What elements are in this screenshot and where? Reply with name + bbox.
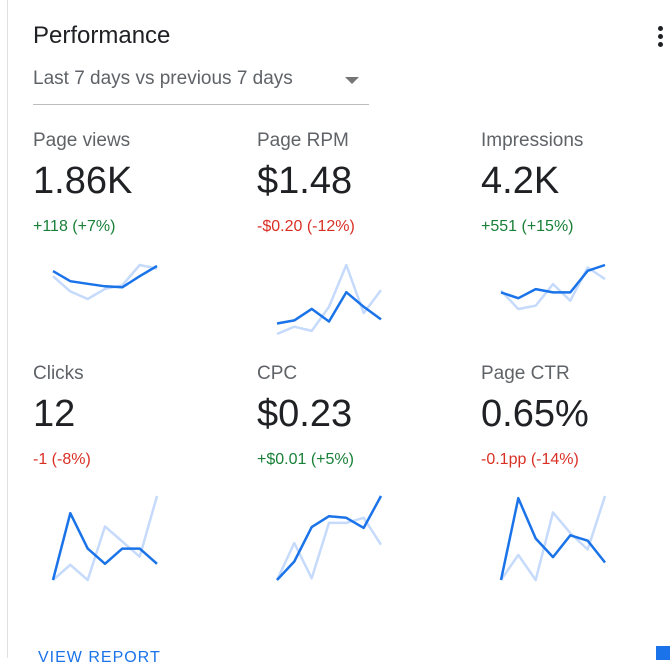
metric-change: -0.1pp (-14%): [481, 451, 579, 468]
metric-change: +$0.01 (+5%): [257, 451, 354, 468]
metric-clicks[interactable]: Clicks 12 -1 (-8%): [33, 363, 233, 593]
sparkline: [276, 263, 382, 336]
current-period-line: [500, 263, 606, 300]
metric-change: -$0.20 (-12%): [257, 218, 355, 235]
metric-name: CPC: [257, 363, 298, 384]
date-range-dropdown[interactable]: Last 7 days vs previous 7 days: [33, 66, 369, 105]
metric-value: 12: [33, 393, 76, 435]
metric-value: 1.86K: [33, 160, 133, 202]
metric-value: 0.65%: [481, 393, 589, 435]
metric-value: 4.2K: [481, 160, 560, 202]
metric-page-views[interactable]: Page views 1.86K +118 (+7%): [33, 130, 233, 360]
sparkline: [500, 263, 606, 311]
previous-period-line: [276, 263, 382, 336]
metric-name: Page views: [33, 130, 131, 151]
previous-period-line: [52, 495, 159, 582]
metric-name: Page RPM: [257, 130, 349, 151]
metric-cpc[interactable]: CPC $0.23 +$0.01 (+5%): [257, 363, 457, 593]
metric-impressions[interactable]: Impressions 4.2K +551 (+15%): [481, 130, 670, 360]
current-period-line: [51, 511, 158, 581]
metric-change: -1 (-8%): [33, 451, 91, 468]
previous-period-line: [499, 495, 607, 582]
metric-page-ctr[interactable]: Page CTR 0.65% -0.1pp (-14%): [481, 363, 670, 593]
current-period-line: [52, 264, 158, 289]
previous-period-line: [52, 263, 158, 301]
date-range-label: Last 7 days vs previous 7 days: [33, 68, 293, 89]
sparkline: [275, 495, 383, 581]
metric-name: Impressions: [481, 130, 584, 151]
previous-period-line: [500, 266, 606, 311]
metric-name: Clicks: [33, 363, 84, 384]
sparkline: [52, 263, 158, 301]
metric-page-rpm[interactable]: Page RPM $1.48 -$0.20 (-12%): [257, 130, 457, 360]
sparkline: [51, 495, 159, 582]
view-report-link[interactable]: VIEW REPORT: [38, 649, 161, 666]
metric-name: Page CTR: [481, 363, 570, 384]
current-period-line: [276, 495, 383, 581]
current-period-line: [276, 290, 382, 325]
more-vert-icon[interactable]: [656, 26, 666, 52]
dropdown-caret-icon: [345, 77, 359, 84]
performance-card: Performance Last 7 days vs previous 7 da…: [7, 0, 670, 666]
previous-period-line: [275, 516, 383, 581]
current-period-line: [499, 496, 606, 581]
metric-change: +551 (+15%): [481, 218, 574, 235]
metric-value: $1.48: [257, 160, 353, 202]
metric-change: +118 (+7%): [33, 218, 116, 235]
metric-value: $0.23: [257, 393, 353, 435]
report-icon[interactable]: [656, 646, 670, 660]
sparkline: [499, 495, 607, 582]
card-title: Performance: [33, 22, 171, 49]
